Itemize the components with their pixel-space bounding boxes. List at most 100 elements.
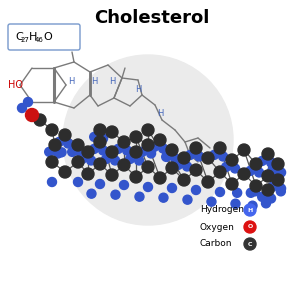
Circle shape bbox=[26, 109, 38, 122]
Circle shape bbox=[135, 192, 144, 201]
Text: H: H bbox=[68, 77, 74, 86]
Circle shape bbox=[226, 154, 238, 166]
Circle shape bbox=[159, 193, 168, 202]
Circle shape bbox=[150, 142, 159, 152]
Circle shape bbox=[72, 139, 84, 151]
Circle shape bbox=[143, 182, 152, 191]
Circle shape bbox=[23, 98, 32, 106]
Circle shape bbox=[95, 179, 104, 188]
Circle shape bbox=[272, 158, 284, 170]
Circle shape bbox=[267, 194, 276, 203]
Circle shape bbox=[154, 172, 166, 184]
Circle shape bbox=[166, 162, 178, 174]
Text: C: C bbox=[15, 32, 23, 42]
Circle shape bbox=[262, 148, 274, 160]
Circle shape bbox=[154, 134, 166, 146]
Circle shape bbox=[214, 142, 226, 154]
Circle shape bbox=[111, 156, 120, 165]
Circle shape bbox=[272, 174, 284, 186]
Circle shape bbox=[250, 158, 262, 170]
Text: Oxygen: Oxygen bbox=[200, 223, 235, 232]
Circle shape bbox=[263, 191, 272, 200]
Circle shape bbox=[106, 146, 118, 158]
Circle shape bbox=[258, 192, 267, 201]
Circle shape bbox=[45, 147, 54, 156]
Circle shape bbox=[248, 201, 257, 210]
Circle shape bbox=[94, 124, 106, 136]
Circle shape bbox=[59, 129, 71, 141]
Circle shape bbox=[246, 188, 255, 197]
Circle shape bbox=[277, 184, 286, 193]
Circle shape bbox=[167, 184, 176, 193]
Text: H: H bbox=[29, 32, 38, 42]
Circle shape bbox=[82, 146, 94, 158]
Circle shape bbox=[226, 178, 238, 190]
Circle shape bbox=[210, 150, 219, 159]
Text: H: H bbox=[135, 85, 141, 94]
Circle shape bbox=[142, 161, 154, 173]
Circle shape bbox=[202, 176, 214, 188]
Circle shape bbox=[178, 174, 190, 186]
Text: H: H bbox=[248, 208, 253, 212]
Circle shape bbox=[191, 185, 200, 194]
Text: 46: 46 bbox=[35, 37, 44, 43]
Circle shape bbox=[72, 156, 84, 168]
Circle shape bbox=[277, 168, 286, 177]
Circle shape bbox=[130, 146, 142, 158]
Circle shape bbox=[231, 199, 240, 208]
Circle shape bbox=[34, 114, 46, 126]
Circle shape bbox=[178, 152, 190, 164]
Circle shape bbox=[118, 136, 130, 148]
Circle shape bbox=[86, 78, 210, 202]
Circle shape bbox=[57, 148, 66, 157]
Text: 27: 27 bbox=[21, 37, 30, 43]
Circle shape bbox=[142, 139, 154, 151]
FancyBboxPatch shape bbox=[8, 24, 80, 50]
Circle shape bbox=[238, 168, 250, 180]
Circle shape bbox=[119, 181, 128, 190]
Circle shape bbox=[190, 142, 202, 154]
Circle shape bbox=[268, 167, 277, 176]
Circle shape bbox=[186, 150, 195, 159]
Circle shape bbox=[244, 238, 256, 250]
Circle shape bbox=[130, 131, 142, 143]
Circle shape bbox=[94, 158, 106, 170]
Circle shape bbox=[166, 144, 178, 156]
Circle shape bbox=[55, 137, 64, 146]
Circle shape bbox=[262, 170, 274, 182]
Circle shape bbox=[63, 55, 233, 225]
Circle shape bbox=[130, 171, 142, 183]
Circle shape bbox=[233, 188, 242, 197]
Circle shape bbox=[78, 154, 87, 164]
Circle shape bbox=[162, 152, 171, 161]
Circle shape bbox=[118, 159, 130, 171]
Text: Cholesterol: Cholesterol bbox=[94, 9, 210, 27]
Circle shape bbox=[255, 168, 264, 177]
Circle shape bbox=[267, 158, 276, 167]
Circle shape bbox=[219, 152, 228, 161]
Circle shape bbox=[54, 149, 63, 158]
Circle shape bbox=[94, 136, 106, 148]
Text: O: O bbox=[43, 32, 52, 42]
Circle shape bbox=[276, 187, 285, 196]
Circle shape bbox=[126, 154, 135, 164]
Circle shape bbox=[46, 156, 58, 168]
Circle shape bbox=[262, 184, 274, 196]
Circle shape bbox=[99, 134, 108, 143]
Circle shape bbox=[102, 154, 111, 164]
Circle shape bbox=[123, 146, 132, 155]
Circle shape bbox=[171, 154, 180, 163]
Circle shape bbox=[207, 197, 216, 206]
Circle shape bbox=[135, 156, 144, 165]
Circle shape bbox=[238, 144, 250, 156]
Circle shape bbox=[108, 100, 188, 180]
Circle shape bbox=[87, 156, 96, 165]
Circle shape bbox=[147, 149, 156, 158]
Text: Carbon: Carbon bbox=[200, 239, 233, 248]
Text: O: O bbox=[248, 224, 253, 230]
Circle shape bbox=[111, 190, 120, 199]
Circle shape bbox=[87, 189, 96, 198]
Circle shape bbox=[59, 166, 71, 178]
Circle shape bbox=[250, 180, 262, 192]
Circle shape bbox=[222, 162, 231, 171]
